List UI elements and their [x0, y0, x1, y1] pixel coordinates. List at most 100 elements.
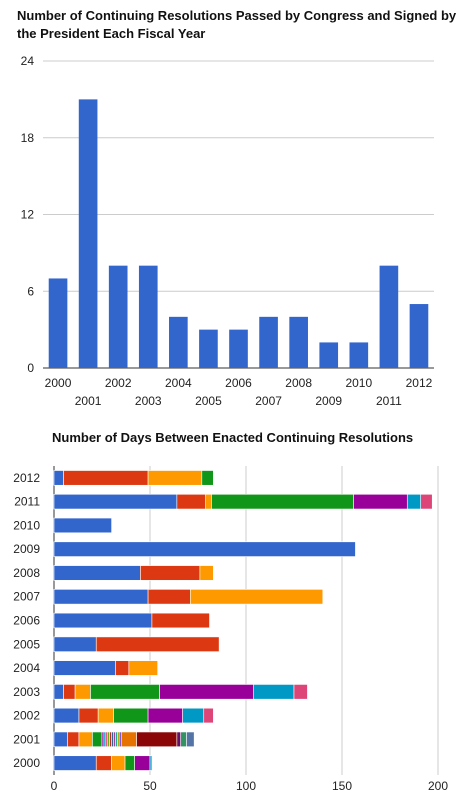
bar — [349, 342, 369, 368]
bar-segment — [205, 493, 212, 510]
bar-segment — [293, 684, 308, 700]
y-tick-label: 2002 — [13, 709, 40, 723]
y-tick-label: 2006 — [13, 614, 40, 628]
bar-segment — [53, 589, 149, 605]
bar-segment — [78, 731, 93, 748]
y-tick-label: 2009 — [13, 542, 40, 556]
bar-segment — [182, 707, 205, 724]
bar-segment — [124, 755, 135, 771]
bar-segment — [149, 755, 153, 771]
x-tick-label: 2004 — [165, 376, 192, 390]
y-tick-label: 2005 — [13, 637, 40, 651]
bar-segment — [67, 731, 80, 748]
chart-title: Number of Days Between Enacted Continuin… — [52, 430, 414, 445]
bar-segment — [113, 707, 149, 724]
bar — [78, 99, 98, 368]
x-tick-label: 2010 — [345, 376, 372, 390]
continuing-resolutions-chart: Number of Continuing Resolutions Passed … — [17, 8, 457, 408]
bar-segment — [95, 636, 220, 652]
bar — [379, 265, 399, 368]
bar-segment — [53, 612, 153, 629]
bar-segment — [92, 731, 103, 748]
x-tick-label: 2012 — [406, 376, 433, 390]
bar-segment — [211, 493, 354, 510]
bar-segment — [53, 731, 68, 748]
bar-segment — [120, 731, 137, 748]
bar-segment — [111, 755, 126, 771]
bar — [138, 265, 158, 368]
bar-segment — [134, 755, 151, 771]
y-tick-label: 2004 — [13, 661, 40, 675]
x-tick-label: 2009 — [315, 394, 342, 408]
x-tick-label: 50 — [143, 779, 157, 793]
bar-segment — [53, 684, 64, 700]
x-tick-label: 2001 — [75, 394, 102, 408]
x-tick-label: 2008 — [285, 376, 312, 390]
x-tick-label: 100 — [236, 779, 256, 793]
bar-segment — [128, 660, 158, 676]
bar-segment — [53, 660, 116, 676]
y-tick-label: 2007 — [13, 590, 40, 604]
bar-segment — [199, 565, 214, 581]
bar-chart-svg: 0 6 12 18 24 20002001200220032004200520062007… — [21, 54, 434, 408]
bar-segment — [147, 589, 191, 605]
x-tick-label: 2007 — [255, 394, 282, 408]
chart-title: Number of Continuing Resolutions Passed … — [17, 8, 457, 41]
bar-segment — [406, 493, 422, 510]
x-tick-label: 150 — [332, 779, 352, 793]
bar-segment — [253, 684, 295, 700]
bar-segment — [136, 731, 178, 748]
x-tick-label: 2011 — [376, 394, 402, 408]
bar — [229, 329, 248, 368]
x-tick-label: 2000 — [45, 376, 72, 390]
y-tick-label: 0 — [27, 361, 34, 375]
bar-segment — [53, 517, 112, 534]
y-tick-label: 2003 — [13, 685, 40, 699]
bar-segment — [95, 755, 112, 771]
bar-segment — [53, 493, 178, 510]
bar — [289, 316, 308, 368]
bar-segment — [53, 565, 141, 581]
y-tick-label: 2008 — [13, 566, 40, 580]
bar-segment — [180, 731, 187, 748]
bar-segment — [74, 684, 91, 700]
y-tick-label: 24 — [21, 54, 35, 68]
bar-segment — [201, 470, 214, 486]
bar-segment — [53, 707, 80, 724]
bar-segment — [90, 684, 160, 700]
bar-segment — [147, 707, 183, 724]
bar-segment — [53, 636, 97, 652]
bar-segment — [63, 470, 149, 486]
bar-segment — [147, 470, 203, 486]
bar-segment — [97, 707, 114, 724]
bar-segment — [159, 684, 254, 700]
bar-segment — [186, 731, 195, 748]
bar-segment — [63, 684, 76, 700]
bar-segment — [176, 731, 182, 748]
bar-segment — [353, 493, 408, 510]
bar-segment — [140, 565, 201, 581]
bar-segment — [53, 755, 97, 771]
bar-segment — [203, 707, 214, 724]
bar — [48, 278, 68, 368]
x-tick-label: 2003 — [135, 394, 162, 408]
x-tick-label: 2005 — [195, 394, 222, 408]
y-tick-label: 2012 — [13, 471, 40, 485]
bar-segment — [190, 589, 324, 605]
x-tick-label: 2002 — [105, 376, 132, 390]
bar-segment — [53, 541, 356, 557]
y-tick-label: 12 — [21, 208, 35, 222]
bar — [319, 342, 339, 368]
x-tick-label: 0 — [51, 779, 58, 793]
bar — [409, 304, 429, 368]
y-tick-label: 2000 — [13, 756, 40, 770]
days-between-resolutions-chart: Number of Days Between Enacted Continuin… — [0, 420, 466, 807]
y-tick-label: 2011 — [14, 495, 40, 509]
y-tick-label: 18 — [21, 131, 35, 145]
bar-segment — [78, 707, 99, 724]
bar — [108, 265, 128, 368]
bar — [259, 316, 278, 368]
x-tick-label: 2006 — [225, 376, 252, 390]
bar-segment — [151, 612, 210, 629]
stacked-bar-chart-svg: 0 50 100 150 200 2012 2011 2010 2009 2008 2007 2006… — [13, 466, 448, 793]
